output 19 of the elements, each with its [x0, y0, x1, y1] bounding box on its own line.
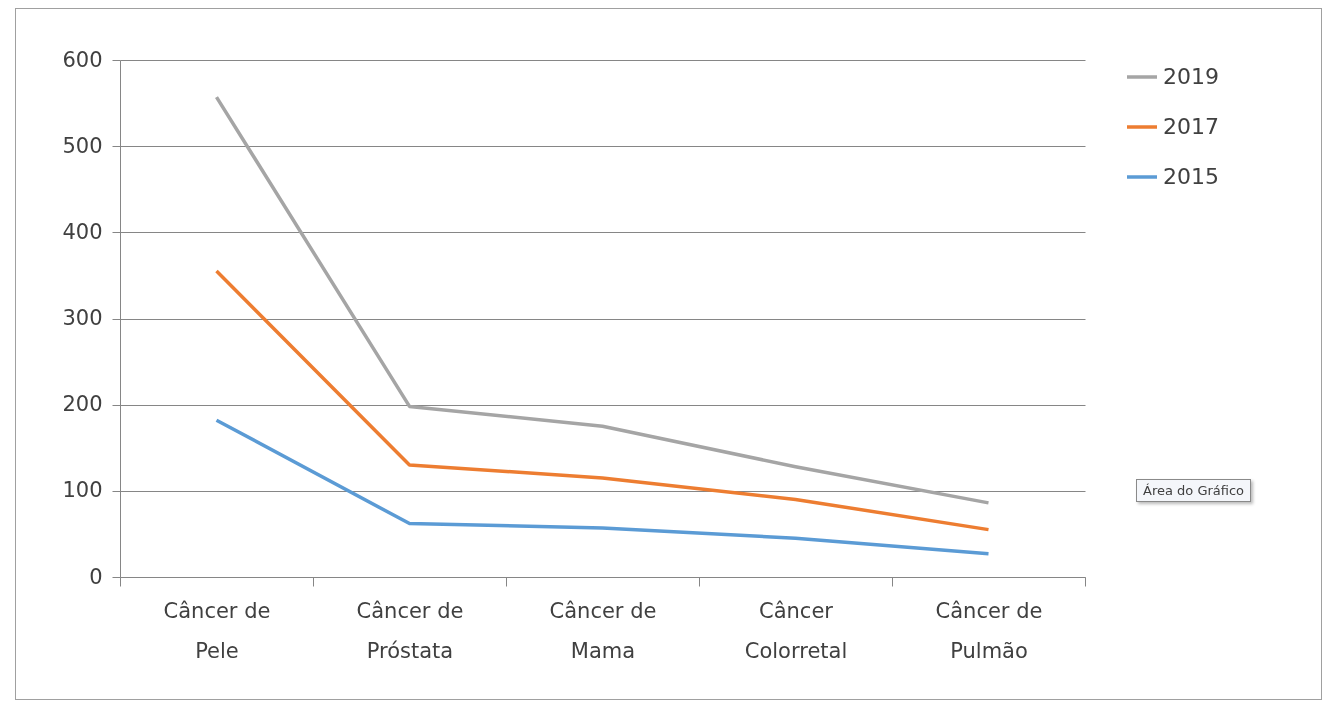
x-tick-label: Câncer de Pele	[163, 598, 271, 663]
y-tick-label: 600	[62, 47, 103, 72]
y-tick-label: 100	[62, 478, 103, 503]
line-series	[214, 418, 991, 556]
text: Área do Gráfico	[1136, 479, 1252, 502]
x-tick-label: Câncer de Mama	[549, 598, 657, 663]
y-tick-label: 500	[62, 133, 103, 158]
x-tick-label: Câncer de Próstata	[356, 598, 464, 663]
legend-label: 2015	[1163, 164, 1219, 189]
line-series	[214, 269, 991, 532]
line-series	[214, 95, 991, 505]
y-tick-label: 200	[62, 392, 103, 417]
x-tick-label: Câncer de Pulmão	[935, 598, 1043, 663]
legend-label: 2019	[1163, 64, 1219, 89]
x-tick-label: Câncer Colorretal	[744, 598, 848, 663]
legend-label: 2017	[1163, 114, 1219, 139]
y-tick-label: 400	[62, 219, 103, 244]
y-tick-label: 300	[62, 306, 103, 330]
y-tick-label: 0	[89, 564, 103, 589]
